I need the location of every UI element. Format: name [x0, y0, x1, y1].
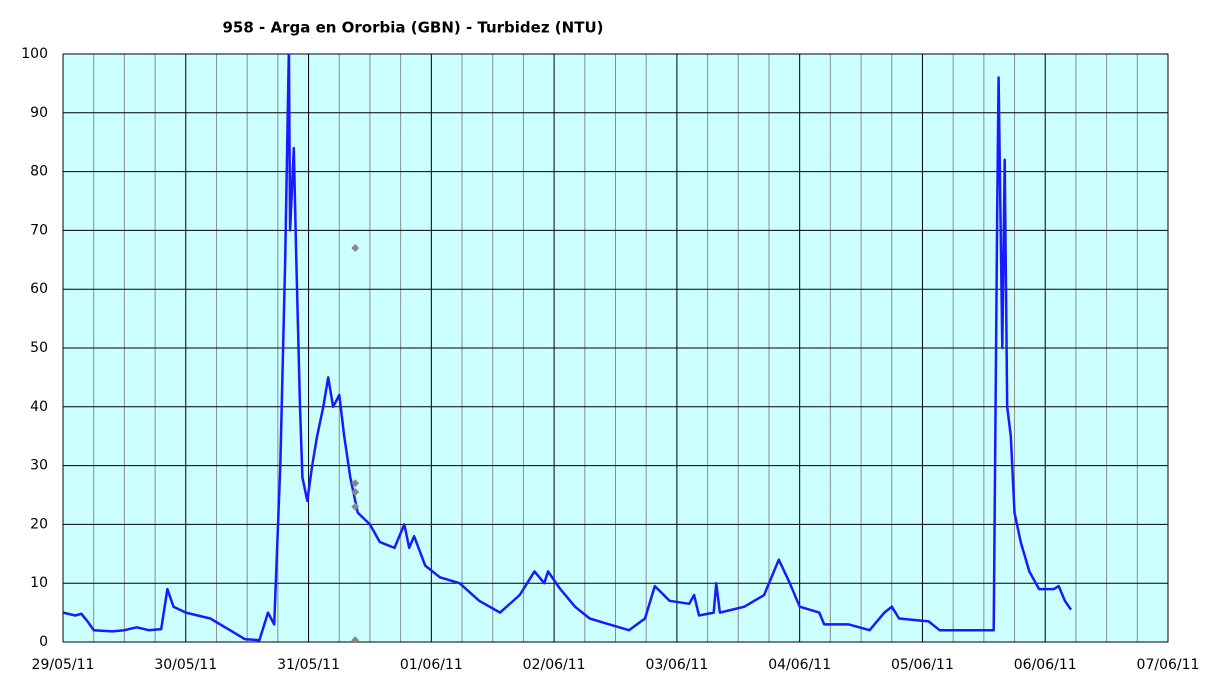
- x-tick-label: 02/06/11: [523, 657, 586, 673]
- x-tick-label: 29/05/11: [32, 657, 95, 673]
- data-line: [63, 54, 1073, 642]
- y-tick-label: 0: [39, 634, 48, 650]
- y-tick-label: 60: [30, 281, 48, 297]
- y-tick-label: 70: [30, 222, 48, 238]
- y-tick-label: 50: [30, 340, 48, 356]
- y-tick-label: 100: [21, 46, 48, 62]
- data-point: [351, 636, 360, 642]
- x-tick-label: 05/06/11: [891, 657, 954, 673]
- y-tick-label: 90: [30, 105, 48, 121]
- y-tick-label: 80: [30, 164, 48, 180]
- y-tick-label: 20: [30, 516, 48, 532]
- x-tick-label: 30/05/11: [154, 657, 217, 673]
- plot-marks: [63, 54, 1073, 642]
- data-point: [351, 244, 360, 253]
- x-tick-label: 31/05/11: [277, 657, 340, 673]
- chart-title: 958 - Arga en Ororbia (GBN) - Turbidez (…: [223, 19, 604, 37]
- x-tick-label: 01/06/11: [400, 657, 463, 673]
- x-tick-label: 07/06/11: [1137, 657, 1200, 673]
- y-tick-label: 30: [30, 458, 48, 474]
- data-point: [351, 502, 360, 511]
- data-point: [351, 488, 360, 497]
- data-point: [351, 479, 360, 488]
- x-tick-label: 03/06/11: [645, 657, 708, 673]
- x-tick-label: 06/06/11: [1014, 657, 1077, 673]
- y-tick-label: 40: [30, 399, 48, 415]
- x-tick-label: 04/06/11: [768, 657, 831, 673]
- y-tick-label: 10: [30, 575, 48, 591]
